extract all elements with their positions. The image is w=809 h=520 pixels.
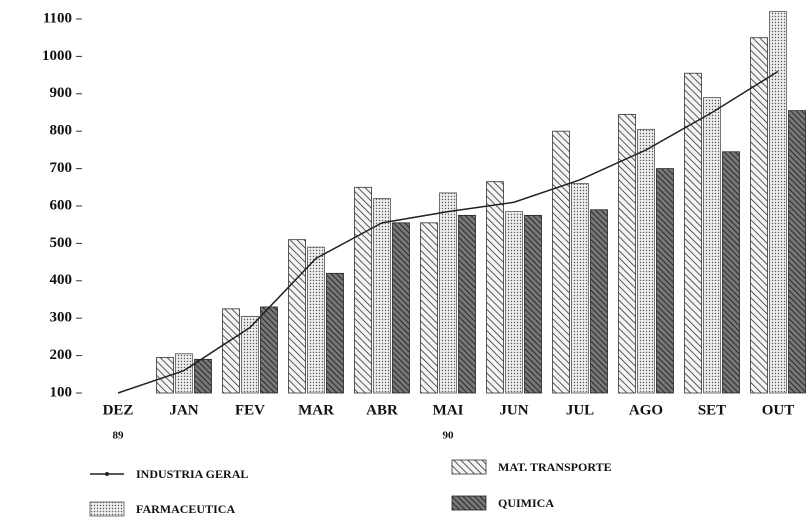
x-tick-label: FEV — [235, 402, 265, 418]
year-label: 89 — [113, 430, 125, 442]
bar — [656, 168, 674, 394]
y-tick-label: 800 — [50, 123, 73, 139]
bar — [505, 211, 523, 394]
bar — [373, 198, 391, 394]
y-tick-label: 1100 — [43, 10, 72, 26]
x-tick-label: JAN — [169, 402, 198, 418]
bar — [722, 151, 740, 394]
bar — [194, 358, 212, 394]
y-tick-label: 700 — [50, 160, 73, 176]
bar — [618, 113, 636, 394]
legend-swatch — [451, 459, 487, 475]
bar — [156, 357, 174, 394]
bar — [750, 37, 768, 394]
x-tick-label: JUN — [499, 402, 528, 418]
bar — [769, 11, 787, 394]
bar — [439, 192, 457, 394]
y-tick-label: 400 — [50, 272, 73, 288]
bar — [288, 239, 306, 394]
bar — [392, 222, 410, 394]
bar — [354, 186, 372, 394]
bar — [788, 110, 806, 394]
x-tick-label: MAI — [433, 402, 464, 418]
y-tick-label: 300 — [50, 310, 73, 326]
bar — [222, 308, 240, 394]
y-tick-label: 900 — [50, 85, 73, 101]
bar — [420, 222, 438, 394]
x-tick-label: OUT — [762, 402, 795, 418]
x-tick-label: ABR — [366, 402, 398, 418]
y-tick-label: 500 — [50, 235, 73, 251]
y-tick-label: 600 — [50, 197, 73, 213]
x-tick-label: SET — [698, 402, 726, 418]
bar — [684, 72, 702, 394]
legend-label: MAT. TRANSPORTE — [498, 460, 612, 474]
y-tick-label: 1000 — [42, 48, 72, 64]
bar — [571, 183, 589, 394]
bar — [552, 130, 570, 394]
bar — [307, 246, 325, 394]
legend-dot — [105, 472, 109, 476]
legend-swatch — [89, 501, 125, 517]
legend-label: FARMACEUTICA — [136, 502, 235, 516]
line — [117, 70, 779, 394]
bar — [326, 272, 344, 394]
bar — [241, 315, 259, 394]
y-tick-label: 200 — [50, 347, 73, 363]
bar — [486, 181, 504, 394]
bar — [590, 209, 608, 394]
x-tick-label: JUL — [566, 402, 594, 418]
legend-label: INDUSTRIA GERAL — [136, 467, 248, 481]
bar — [524, 214, 542, 394]
y-tick-label: 100 — [50, 384, 73, 400]
bar — [703, 97, 721, 394]
bar — [458, 214, 476, 394]
legend-swatch — [451, 495, 487, 511]
bar — [260, 306, 278, 394]
x-tick-label: AGO — [629, 402, 663, 418]
x-tick-label: DEZ — [103, 402, 134, 418]
bar — [637, 128, 655, 394]
legend-label: QUIMICA — [498, 496, 554, 510]
year-label: 90 — [443, 430, 455, 442]
x-tick-label: MAR — [298, 402, 334, 418]
